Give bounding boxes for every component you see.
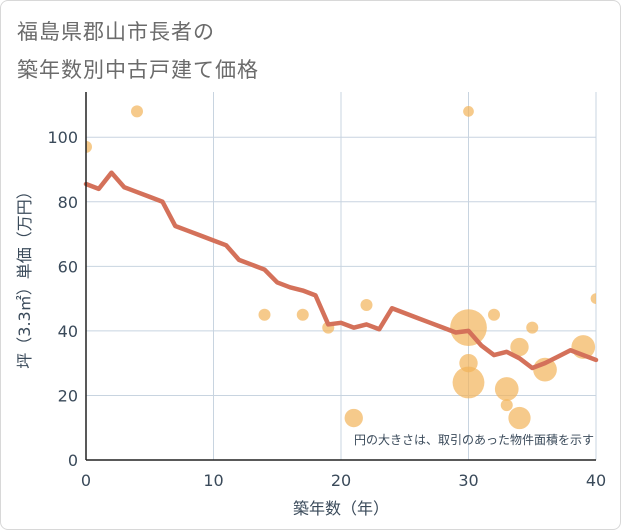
grid-lines [86,92,597,460]
bubble-point [590,293,596,304]
x-tick-label: 10 [203,471,223,490]
bubble-point [452,366,485,399]
x-axis-label: 築年数（年） [293,499,389,518]
bubble-point [360,299,373,312]
bubble-point [494,377,519,401]
trend-line-layer [83,170,599,371]
y-tick-label: 0 [68,451,78,470]
size-annotation: 円の大きさは、取引のあった物件面積を示す [354,432,594,447]
bubble-point [450,309,487,347]
bubble-point [508,406,531,430]
bubble-point [296,308,309,321]
bubble-point [526,321,539,334]
bubbles-layer [86,105,596,430]
bubble-point [488,308,500,321]
bubble-point [344,408,363,428]
y-tick-label: 60 [58,257,78,276]
chart-title-line2: 築年数別中古戸建て価格 [17,58,259,82]
y-tick-label: 80 [58,193,78,212]
x-tick-label: 30 [458,471,478,490]
x-tick-label: 20 [331,471,351,490]
bubble-point [258,308,271,321]
bubble-point [463,106,474,117]
axes-layer: 0 10 20 30 40 0 20 40 60 80 100 [47,92,606,490]
y-tick-label: 20 [58,386,78,405]
bubble-point [510,337,529,357]
bubble-point [86,140,92,153]
chart-title-line1: 福島県郡山市長者の [17,20,215,44]
bubble-point [500,399,513,412]
x-tick-label: 0 [81,471,91,490]
y-tick-label: 40 [58,322,78,341]
bubble-point [131,105,143,118]
x-tick-label: 40 [586,471,606,490]
average-price-line [83,170,599,371]
y-tick-label: 100 [47,128,78,147]
y-axis-label: 坪（3.3㎡）単価（万円） [15,183,34,368]
